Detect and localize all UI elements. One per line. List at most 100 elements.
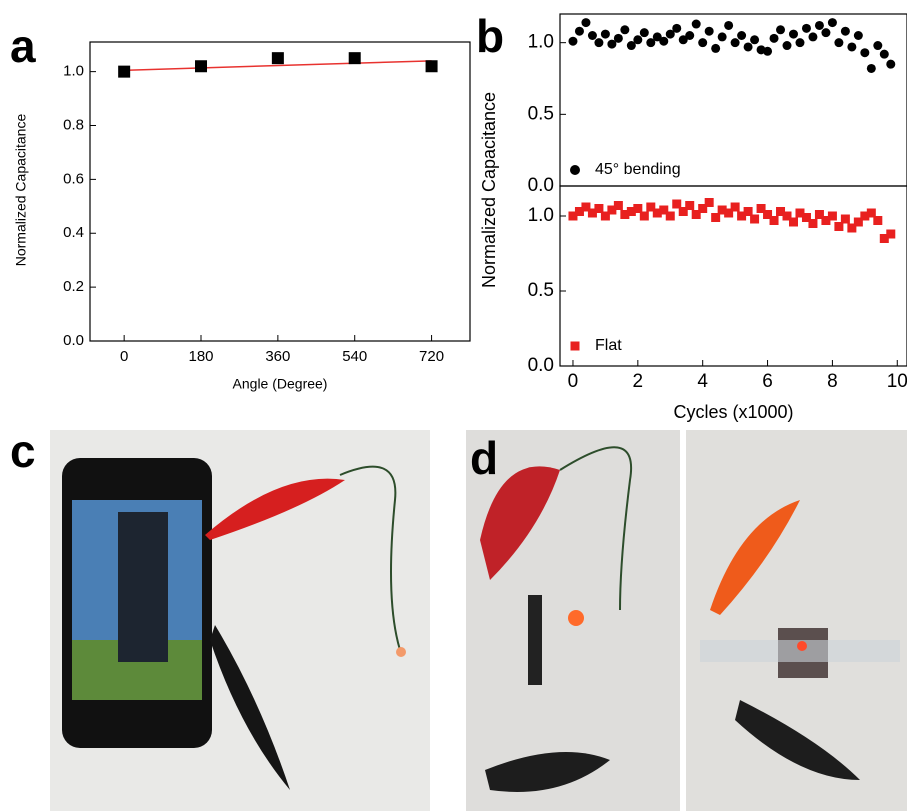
photo-d (466, 430, 907, 811)
point (828, 18, 837, 27)
x-tick-label: 360 (265, 348, 290, 365)
x-axis-label: Angle (Degree) (233, 376, 328, 392)
point (666, 212, 675, 221)
y-tick-label: 1.0 (528, 205, 554, 226)
point (763, 47, 772, 56)
point (731, 203, 740, 212)
point (854, 31, 863, 40)
point (880, 50, 889, 59)
point (795, 38, 804, 47)
point (808, 32, 817, 41)
point (633, 35, 642, 44)
point (737, 31, 746, 40)
point (575, 27, 584, 36)
legend-label: Flat (595, 337, 622, 354)
panel-label: a (10, 20, 36, 72)
x-tick-label: 8 (827, 371, 838, 392)
legend-marker (570, 165, 580, 175)
y-tick-label: 0.2 (63, 278, 84, 295)
x-tick-label: 540 (342, 348, 367, 365)
point (873, 41, 882, 50)
point (195, 60, 207, 72)
point (841, 215, 850, 224)
point (659, 37, 668, 46)
point (705, 198, 714, 207)
point (744, 42, 753, 51)
point (705, 27, 714, 36)
point (841, 27, 850, 36)
point (272, 52, 284, 64)
x-tick-label: 2 (633, 371, 644, 392)
point (847, 42, 856, 51)
point (886, 60, 895, 69)
y-tick-label: 0.5 (528, 103, 554, 124)
y-tick-label: 1.0 (63, 63, 84, 80)
point (672, 24, 681, 33)
y-tick-label: 0.5 (528, 280, 554, 301)
y-tick-label: 0.0 (528, 355, 554, 376)
point (867, 64, 876, 73)
point (815, 21, 824, 30)
y-tick-label: 0.0 (63, 332, 84, 349)
point (614, 34, 623, 43)
point (789, 218, 798, 227)
point (620, 25, 629, 34)
panel-label: c (10, 425, 36, 477)
x-tick-label: 0 (568, 371, 579, 392)
point (588, 31, 597, 40)
x-tick-label: 4 (697, 371, 708, 392)
photo-c (50, 430, 430, 811)
point (770, 34, 779, 43)
y-tick-label: 0.8 (63, 116, 84, 133)
panel-label: b (476, 10, 504, 62)
y-axis-label: Normalized Capacitance (13, 114, 29, 267)
plot-frame (90, 42, 470, 341)
point (692, 20, 701, 29)
x-tick-label: 720 (419, 348, 444, 365)
point (718, 32, 727, 41)
point (750, 35, 759, 44)
point (581, 18, 590, 27)
point (685, 31, 694, 40)
point (349, 52, 361, 64)
point (640, 212, 649, 221)
figure: 0.0 0.2 0.4 0.6 0.8 1.0 0 180 360 540 720 a Normaliz… (0, 0, 907, 811)
legend-marker (571, 342, 580, 351)
y-axis-label: Normalized Capacitance (479, 92, 499, 288)
point (640, 28, 649, 37)
x-tick-label: 10 (887, 371, 907, 392)
y-tick-label: 0.0 (528, 175, 554, 196)
x-tick-label: 180 (188, 348, 213, 365)
y-tick-label: 0.6 (63, 170, 84, 187)
point (724, 21, 733, 30)
x-axis-label: Cycles (x1000) (673, 402, 793, 422)
point (783, 41, 792, 50)
panel-label: d (470, 432, 498, 484)
point (860, 48, 869, 57)
point (731, 38, 740, 47)
y-tick-label: 0.4 (63, 224, 84, 241)
point (873, 216, 882, 225)
point (789, 30, 798, 39)
point (770, 216, 779, 225)
point (685, 201, 694, 210)
point (834, 38, 843, 47)
point (828, 212, 837, 221)
point (118, 66, 130, 78)
point (698, 38, 707, 47)
point (568, 37, 577, 46)
point (821, 28, 830, 37)
point (750, 215, 759, 224)
point (426, 60, 438, 72)
point (614, 201, 623, 210)
point (886, 230, 895, 239)
point (601, 30, 610, 39)
y-tick-label: 1.0 (528, 32, 554, 53)
point (802, 24, 811, 33)
legend-label: 45° bending (595, 161, 681, 178)
point (808, 219, 817, 228)
point (711, 44, 720, 53)
x-tick-label: 6 (762, 371, 773, 392)
point (776, 25, 785, 34)
point (594, 38, 603, 47)
